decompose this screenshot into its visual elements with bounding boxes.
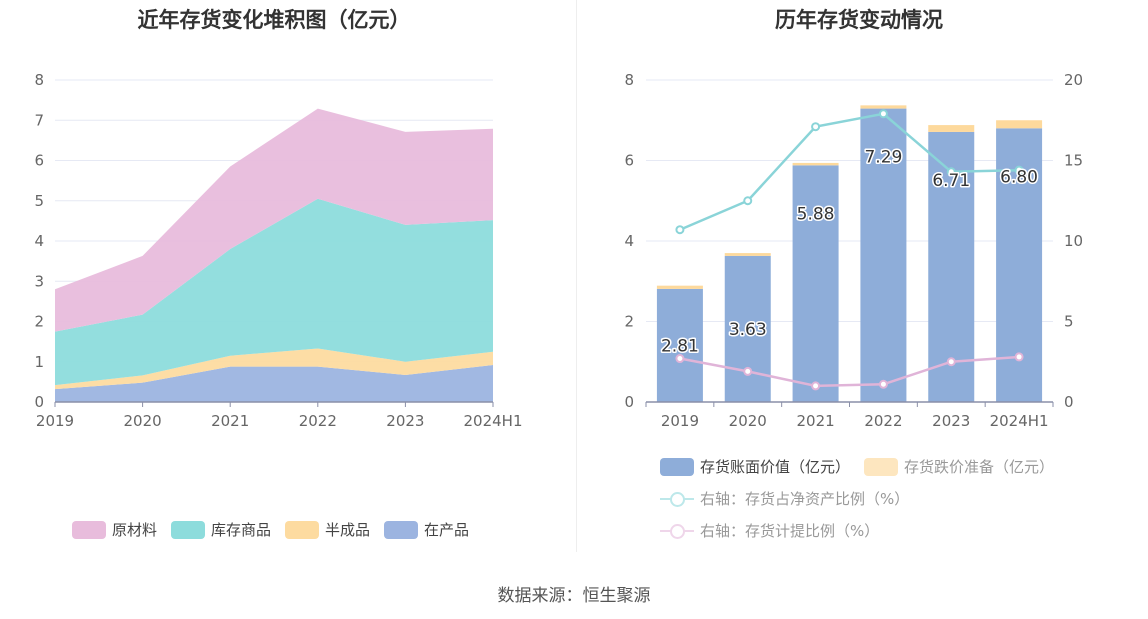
legend-label-raw: 原材料 — [112, 521, 158, 539]
line-series-1 — [679, 355, 1020, 388]
legend-swatch-book-value — [660, 457, 694, 476]
left-x-tick-label: 2022 — [299, 412, 337, 430]
legend-item-stock-goods[interactable]: 库存商品 — [171, 519, 271, 540]
line-point-1 — [811, 381, 821, 391]
left-y-tick-label: 3 — [34, 272, 44, 290]
right-y-tick-label: 2 — [624, 313, 634, 331]
bar-data-label: 3.63 — [729, 320, 767, 340]
right-legend-bars: 存货账面价值（亿元） 存货跌价准备（亿元） — [660, 456, 1068, 477]
right-y-tick-label: 4 — [624, 232, 634, 250]
bar-reserve — [656, 285, 703, 289]
data-source: 数据来源：恒生聚源 — [497, 586, 651, 606]
right-legend-line-net: 右轴：存货占净资产比例（%） — [660, 488, 923, 509]
left-y-tick-label: 0 — [34, 393, 44, 411]
right-y2-tick-label: 10 — [1064, 232, 1083, 250]
line-point-0 — [946, 167, 956, 177]
line-point-1 — [1014, 352, 1024, 362]
line-point-0 — [675, 225, 685, 235]
left-y-tick-label: 4 — [34, 232, 44, 250]
bar-data-label: 6.71 — [932, 171, 970, 191]
area-series-1 — [55, 348, 493, 390]
line-point-0 — [743, 196, 753, 206]
line-point-1 — [743, 366, 753, 376]
bar-book-value — [656, 288, 703, 402]
left-x-tick-label: 2020 — [124, 412, 162, 430]
left-x-tick-label: 2023 — [386, 412, 424, 430]
line-point-1 — [675, 354, 685, 364]
left-y-tick-label: 5 — [34, 192, 44, 210]
line-point-1 — [946, 357, 956, 367]
legend-label-reserve: 存货跌价准备（亿元） — [904, 458, 1055, 476]
right-y2-tick-label: 20 — [1064, 71, 1083, 89]
area-series-0 — [55, 364, 493, 402]
right-y-tick-label: 0 — [624, 393, 634, 411]
bar-book-value — [928, 131, 975, 403]
left-y-tick-label: 7 — [34, 111, 44, 129]
legend-item-wip[interactable]: 在产品 — [384, 519, 469, 540]
right-y2-tick-label: 5 — [1064, 313, 1074, 331]
line-point-1 — [878, 379, 888, 389]
bar-book-value — [860, 108, 907, 402]
bar-data-label: 2.81 — [661, 336, 699, 356]
area-series-2 — [55, 198, 493, 386]
legend-label-semi: 半成品 — [325, 521, 371, 539]
line-point-0 — [811, 122, 821, 132]
legend-label-net-ratio: 右轴：存货占净资产比例（%） — [700, 490, 910, 508]
line-icon-reserve — [660, 522, 694, 540]
legend-swatch-stock — [171, 520, 206, 539]
bar-reserve — [792, 162, 839, 166]
chart-divider — [576, 0, 577, 552]
bar-reserve — [724, 253, 771, 256]
legend-item-reserve[interactable]: 存货跌价准备（亿元） — [864, 456, 1054, 477]
legend-swatch-raw — [72, 520, 106, 539]
bar-data-label: 5.88 — [797, 204, 835, 224]
bar-data-label: 7.29 — [864, 148, 902, 168]
right-x-tick-label: 2021 — [796, 412, 834, 430]
bar-reserve — [928, 125, 975, 132]
right-y-tick-label: 8 — [624, 71, 634, 89]
legend-label-book-value: 存货账面价值（亿元） — [700, 458, 851, 476]
legend-swatch-wip — [384, 520, 419, 539]
bar-book-value — [724, 255, 771, 402]
legend-label-provision-ratio: 右轴：存货计提比例（%） — [700, 522, 880, 540]
bar-data-label: 6.80 — [1000, 167, 1038, 187]
legend-item-book-value[interactable]: 存货账面价值（亿元） — [660, 456, 850, 477]
line-series-0 — [679, 112, 1020, 231]
left-x-tick-label: 2019 — [36, 412, 74, 430]
left-y-tick-label: 2 — [34, 313, 44, 331]
right-x-tick-label: 2024H1 — [990, 412, 1049, 430]
left-y-tick-label: 8 — [34, 71, 44, 89]
legend-label-stock: 库存商品 — [211, 521, 272, 539]
right-x-tick-label: 2020 — [729, 412, 767, 430]
area-series-3 — [55, 108, 493, 332]
bar-reserve — [996, 120, 1043, 129]
line-point-0 — [1014, 165, 1024, 175]
right-chart-title: 历年存货变动情况 — [775, 8, 943, 32]
left-y-tick-label: 6 — [34, 152, 44, 170]
bar-book-value — [792, 165, 839, 402]
legend-swatch-reserve — [864, 457, 899, 476]
legend-item-net-asset-ratio[interactable]: 右轴：存货占净资产比例（%） — [660, 488, 909, 509]
left-x-tick-label: 2024H1 — [464, 412, 523, 430]
legend-item-raw-materials[interactable]: 原材料 — [72, 519, 157, 540]
left-legend: 原材料 库存商品 半成品 在产品 — [72, 519, 483, 540]
right-y2-tick-label: 0 — [1064, 393, 1074, 411]
right-y-tick-label: 6 — [624, 152, 634, 170]
legend-label-wip: 在产品 — [424, 521, 470, 539]
left-chart-title: 近年存货变化堆积图（亿元） — [137, 8, 411, 32]
right-x-tick-label: 2023 — [932, 412, 970, 430]
legend-swatch-semi — [285, 520, 320, 539]
legend-item-provision-ratio[interactable]: 右轴：存货计提比例（%） — [660, 520, 879, 541]
bar-reserve — [860, 105, 907, 109]
right-x-tick-label: 2022 — [864, 412, 902, 430]
right-x-tick-label: 2019 — [661, 412, 699, 430]
left-y-tick-label: 1 — [34, 353, 44, 371]
line-point-0 — [878, 109, 888, 119]
right-y2-tick-label: 15 — [1064, 152, 1083, 170]
right-legend-line-reserve: 右轴：存货计提比例（%） — [660, 520, 893, 541]
left-x-tick-label: 2021 — [211, 412, 249, 430]
line-icon-net — [660, 490, 694, 508]
legend-item-semi-finished[interactable]: 半成品 — [285, 519, 370, 540]
